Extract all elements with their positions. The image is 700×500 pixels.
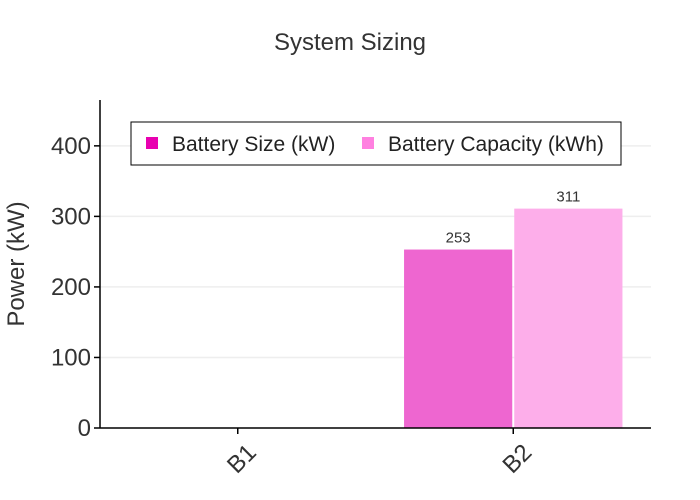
y-tick-label: 300 xyxy=(51,203,91,230)
legend: Battery Size (kW) Battery Capacity (kWh) xyxy=(130,121,622,166)
bar-b2-series-0 xyxy=(404,249,513,428)
bar-b2-series-1 xyxy=(514,208,623,428)
y-axis-title: Power (kW) xyxy=(3,201,30,326)
axes-group xyxy=(99,100,651,429)
bars-group xyxy=(404,208,623,428)
legend-box xyxy=(130,121,622,166)
x-tick-label-b1: B1 xyxy=(222,439,262,479)
bar-value-label: 311 xyxy=(556,189,580,206)
x-ticks-group: B1 B2 xyxy=(222,428,537,479)
y-tick-label: 200 xyxy=(51,274,91,301)
y-tick-label: 0 xyxy=(78,415,91,442)
legend-entry-label-0: Battery Size (kW) xyxy=(172,133,335,156)
legend-swatch-1 xyxy=(362,137,374,149)
legend-swatch-0 xyxy=(146,137,158,149)
y-tick-label: 100 xyxy=(51,344,91,371)
chart-title: System Sizing xyxy=(274,29,426,56)
bar-labels-group: 253 311 xyxy=(446,189,581,247)
y-ticks-group: 0 100 200 300 400 xyxy=(51,133,100,442)
legend-entry-label-1: Battery Capacity (kWh) xyxy=(388,133,604,156)
x-tick-label-b2: B2 xyxy=(498,439,538,479)
bar-value-label: 253 xyxy=(446,230,471,247)
y-tick-label: 400 xyxy=(51,133,91,160)
